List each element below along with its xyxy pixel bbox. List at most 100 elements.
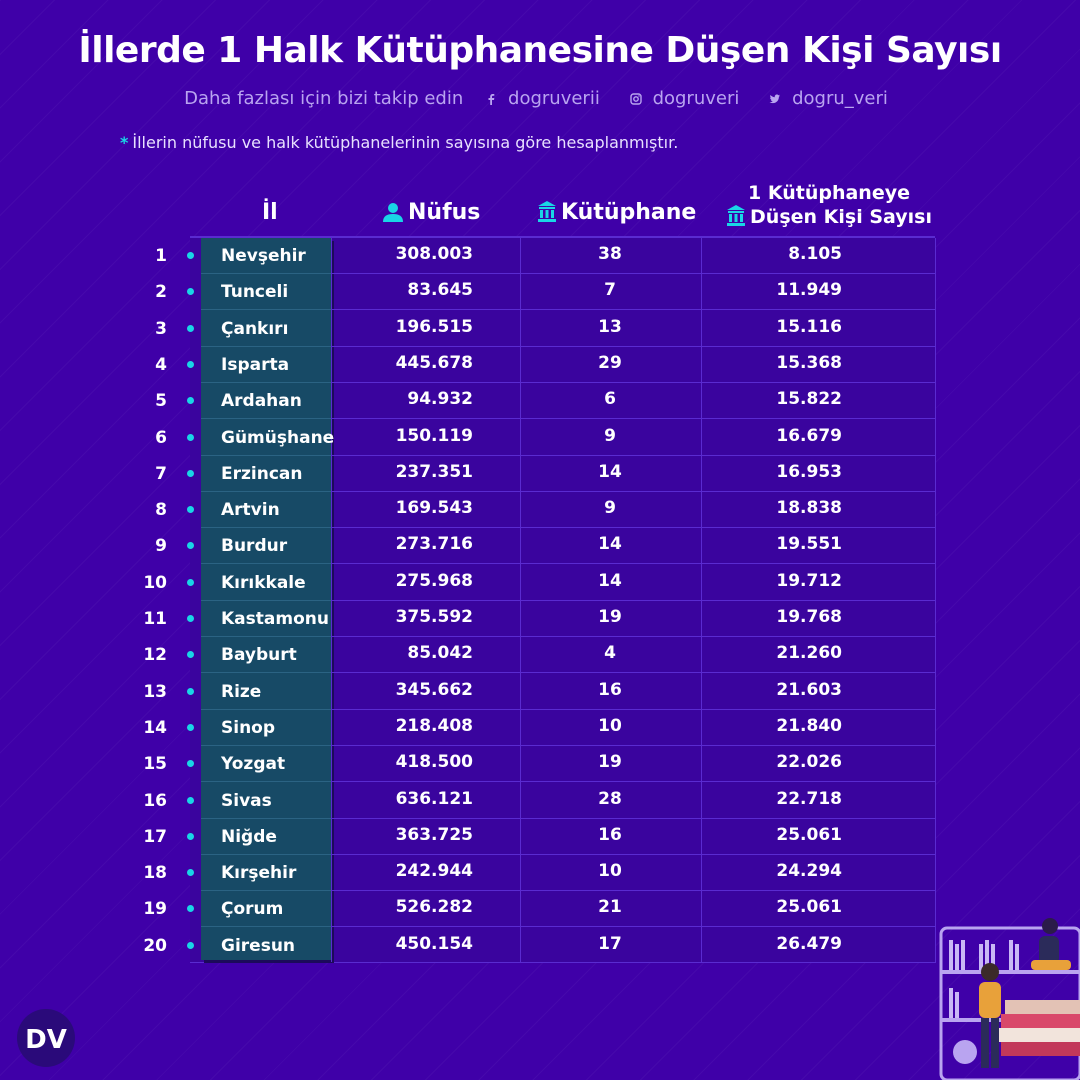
- population-value: 83.645: [407, 280, 473, 301]
- table-row: 15 Yozgat 418.500 19 22.026: [0, 746, 1080, 783]
- rank-number: 10: [143, 572, 167, 593]
- rank-number: 3: [155, 318, 167, 339]
- row-divider: [201, 309, 331, 311]
- people-per-library: 25.061: [776, 897, 842, 918]
- row-bullet: [187, 433, 194, 441]
- table-row: 10 Kırıkkale 275.968 14 19.712: [0, 565, 1080, 601]
- row-divider: [331, 926, 935, 928]
- row-bullet: [187, 723, 194, 731]
- library-count: 10: [598, 715, 622, 736]
- row-divider: [201, 853, 331, 855]
- rank-number: 7: [155, 463, 167, 484]
- row-bullet: [187, 506, 194, 514]
- row-divider: [331, 345, 935, 347]
- people-per-library: 16.953: [776, 461, 842, 482]
- table-row: 4 Isparta 445.678 29 15.368: [0, 347, 1080, 383]
- instagram-icon: [629, 93, 642, 105]
- row-divider: [201, 273, 331, 274]
- rank-number: 2: [155, 282, 167, 303]
- page-title: İllerde 1 Halk Kütüphanesine Düşen Kişi …: [78, 30, 1002, 71]
- rank-number: 5: [155, 391, 167, 412]
- library-count: 17: [598, 933, 622, 954]
- population-value: 345.662: [395, 679, 473, 700]
- row-bullet: [187, 397, 194, 405]
- table-row: 11 Kastamonu 375.592 19 19.768: [0, 601, 1080, 637]
- row-divider: [331, 708, 935, 710]
- population-value: 242.944: [395, 861, 473, 882]
- people-per-library: 21.260: [776, 643, 842, 664]
- people-per-library: 11.949: [776, 280, 842, 301]
- row-bullet: [187, 542, 194, 550]
- people-per-library: 15.822: [776, 389, 842, 410]
- people-per-library: 21.603: [776, 679, 842, 700]
- reading-people-illustration: [939, 918, 1080, 1080]
- row-bullet: [187, 469, 194, 477]
- table-row: 2 Tunceli 83.645 7 11.949: [0, 274, 1080, 311]
- instagram-link[interactable]: dogruveri: [629, 88, 748, 109]
- province-name: Sivas: [221, 790, 272, 811]
- row-divider: [331, 781, 935, 783]
- library-count: 28: [598, 788, 622, 809]
- table-row: 14 Sinop 218.408 10 21.840: [0, 710, 1080, 746]
- row-divider: [331, 381, 935, 383]
- row-bullet: [187, 796, 194, 804]
- row-bullet: [187, 687, 194, 695]
- rank-number: 15: [143, 754, 167, 775]
- table-row: 19 Çorum 526.282 21 25.061: [0, 891, 1080, 928]
- row-divider: [331, 490, 935, 492]
- row-bullet: [187, 760, 194, 768]
- people-per-library: 15.116: [776, 316, 842, 337]
- province-name: Gümüşhane: [221, 427, 335, 448]
- people-per-library: 16.679: [776, 425, 842, 446]
- province-name: Sinop: [221, 717, 276, 738]
- province-name: Isparta: [221, 354, 290, 375]
- population-value: 450.154: [395, 933, 473, 954]
- people-per-library: 25.061: [776, 824, 842, 845]
- rank-number: 6: [155, 427, 167, 448]
- population-value: 218.408: [395, 715, 473, 736]
- row-divider: [201, 672, 331, 674]
- row-divider: [331, 744, 935, 746]
- row-bullet: [187, 905, 194, 913]
- people-per-library: 22.718: [776, 788, 842, 809]
- row-divider: [201, 636, 331, 637]
- rank-number: 20: [143, 935, 167, 956]
- population-value: 169.543: [395, 498, 473, 519]
- library-icon: [538, 201, 556, 222]
- row-divider: [331, 890, 935, 892]
- table-row: 7 Erzincan 237.351 14 16.953: [0, 456, 1080, 492]
- facebook-link[interactable]: dogruverii: [485, 88, 608, 109]
- column-header-il: İl: [262, 200, 278, 225]
- province-name: Ardahan: [221, 391, 302, 412]
- row-bullet: [187, 941, 194, 949]
- follow-text: Daha fazlası için bizi takip edin: [184, 88, 464, 109]
- row-divider: [201, 744, 331, 746]
- row-divider: [331, 563, 935, 565]
- table-row: 17 Niğde 363.725 16 25.061: [0, 819, 1080, 855]
- library-count: 13: [598, 316, 622, 337]
- province-name: Bayburt: [221, 645, 297, 666]
- people-per-library: 19.712: [776, 570, 842, 591]
- rank-number: 12: [143, 645, 167, 666]
- library-count: 29: [598, 352, 622, 373]
- library-count: 16: [598, 679, 622, 700]
- province-name: Tunceli: [221, 282, 289, 303]
- row-divider: [201, 708, 331, 710]
- row-bullet: [187, 252, 194, 259]
- people-per-library: 21.840: [776, 715, 842, 736]
- row-divider: [201, 418, 331, 420]
- footnote: * İllerin nüfusu ve halk kütüphanelerinin…: [120, 133, 678, 152]
- population-value: 418.500: [395, 752, 473, 773]
- table-row: 5 Ardahan 94.932 6 15.822: [0, 383, 1080, 420]
- people-per-library: 24.294: [776, 861, 842, 882]
- dv-logo: DV: [17, 1009, 75, 1067]
- library-icon: [727, 205, 746, 226]
- province-name: Çorum: [221, 899, 284, 920]
- row-bullet: [187, 360, 194, 368]
- table-row: 13 Rize 345.662 16 21.603: [0, 674, 1080, 710]
- twitter-link[interactable]: dogru_veri: [769, 88, 896, 109]
- column-header-kutuphane: Kütüphane: [537, 200, 696, 225]
- table-row: 3 Çankırı 196.515 13 15.116: [0, 311, 1080, 347]
- library-count: 4: [604, 643, 616, 664]
- population-value: 363.725: [395, 824, 473, 845]
